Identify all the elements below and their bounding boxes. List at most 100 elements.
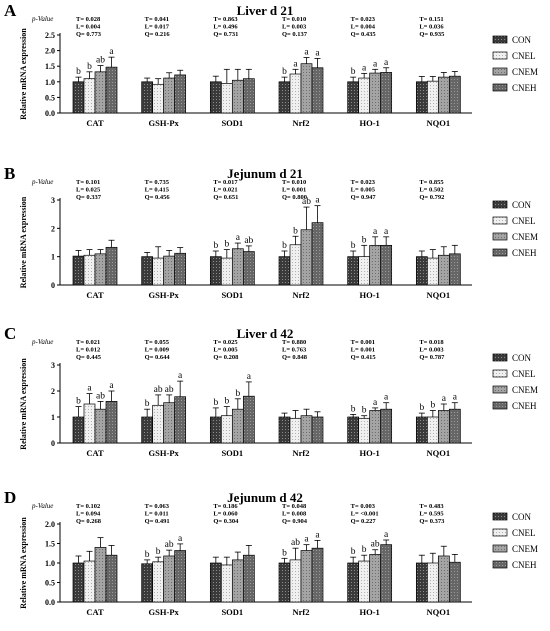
panel-c-stat-4-0: T= 0.001 xyxy=(351,339,375,346)
panel-d-xtick-label-1: GSH-Px xyxy=(149,607,180,617)
panel-a-sig-letter-nrf2-cnel: a xyxy=(293,59,298,69)
panel-c-bar-gsh-px-cneh xyxy=(174,396,187,444)
panel-a-sig-letter-ho-1-cnel: a xyxy=(362,63,367,73)
panel-a-stat-0-1: L= 0.004 xyxy=(76,24,101,31)
panel-d-stat-5-1: L= 0.595 xyxy=(419,511,444,518)
panel-a-sig-letter-cat-cnem: ab xyxy=(96,56,105,66)
panel-d-sig-letter-gsh-px-cneh: a xyxy=(178,534,183,544)
panel-d-stat-4-0: T= 0.003 xyxy=(351,503,376,510)
panel-c-stat-5-1: L= 0.003 xyxy=(419,347,444,354)
panel-d-sig-letter-ho-1-cnel: b xyxy=(362,545,367,555)
panel-c-sig-letter-cat-cneh: a xyxy=(109,381,114,391)
panel-a-stat-4-0: T= 0.023 xyxy=(351,16,376,23)
panel-b-bar-nqo1-cnem xyxy=(437,254,450,286)
panel-a-legend-swatch-con xyxy=(492,35,508,44)
panel-b-bar-nqo1-cneh xyxy=(448,253,461,286)
panel-b-stat-1-2: Q= 0.456 xyxy=(145,194,171,201)
panel-c-bar-gsh-px-cnel xyxy=(152,404,165,444)
panel-a-stat-0-2: Q= 0.773 xyxy=(76,31,102,38)
panel-b-stat-0-2: Q= 0.337 xyxy=(76,194,102,201)
panel-c-bar-nqo1-cnem xyxy=(437,410,450,444)
panel-d-stat-0-2: Q= 0.268 xyxy=(76,518,102,525)
panel-a-xtick-label-0: CAT xyxy=(86,118,104,128)
panel-b-stat-5-2: Q= 0.792 xyxy=(419,194,444,201)
panel-d-stat-1-2: Q= 0.491 xyxy=(145,518,170,525)
panel-b-pvalue-label: p-Value xyxy=(31,178,53,186)
panel-d-bar-gsh-px-con xyxy=(141,563,154,603)
panel-d-legend-label-cnel: CNEL xyxy=(512,528,536,538)
panel-d-ytick-label-3: 1.5 xyxy=(45,540,55,549)
panel-d-bar-sod1-cneh xyxy=(242,554,255,603)
panel-b-sig-letter-sod1-con: b xyxy=(213,241,218,251)
panel-b-sig-letter-ho-1-cneh: a xyxy=(384,227,389,237)
panel-b-xtick-label-3: Nrf2 xyxy=(293,290,310,300)
panel-a-bar-ho-1-cneh xyxy=(380,72,393,114)
panel-c-stat-0-1: L= 0.012 xyxy=(76,347,100,354)
panel-d-title: Jejunum d 42 xyxy=(227,490,303,505)
panel-b-stat-0-0: T= 0.101 xyxy=(76,179,100,186)
panel-d-stat-3-2: Q= 0.904 xyxy=(282,518,308,525)
panel-a-bar-ho-1-con xyxy=(347,81,360,114)
panel-d-stat-5-0: T= 0.483 xyxy=(419,503,444,510)
panel-c-ytick-label-1: 1 xyxy=(51,413,55,422)
panel-a-bar-sod1-cnel xyxy=(220,83,233,114)
panel-c-sig-letter-nqo1-cnem: a xyxy=(442,394,447,404)
panel-c-title: Liver d 42 xyxy=(237,326,294,341)
panel-a-sig-letter-nrf2-con: b xyxy=(282,67,287,77)
panel-a-legend-swatch-cnem xyxy=(492,67,508,76)
panel-c-bar-nqo1-con xyxy=(415,416,428,444)
panel-d-sig-letter-nrf2-cneh: a xyxy=(315,530,320,540)
panel-c-xtick-label-2: SOD1 xyxy=(221,448,243,458)
panel-d-legend-label-cnem: CNEM xyxy=(512,544,538,554)
panel-c-xtick-label-5: NQO1 xyxy=(427,448,451,458)
panel-c-stat-1-1: L= 0.009 xyxy=(145,347,170,354)
panel-d-stat-2-2: Q= 0.304 xyxy=(213,518,239,525)
panel-b-legend-swatch-cnem xyxy=(492,232,508,241)
panel-c-sig-letter-cat-cnel: a xyxy=(87,384,92,394)
panel-a-bar-cat-cnel xyxy=(83,78,96,114)
panel-c-bar-cat-con xyxy=(72,416,85,444)
panel-b-bar-ho-1-cnem xyxy=(369,244,382,286)
panel-b-legend-swatch-con xyxy=(492,200,508,209)
panel-a-sig-letter-cat-cneh: a xyxy=(109,47,114,57)
panel-d-xtick-label-0: CAT xyxy=(86,607,104,617)
panel-d-legend-label-cneh: CNEH xyxy=(512,560,537,570)
panel-b-sig-letter-sod1-cneh: ab xyxy=(244,236,253,246)
panel-a-ytick-label-0: 0.0 xyxy=(45,109,55,118)
panel-d-bar-sod1-con xyxy=(209,562,222,603)
panel-b-title: Jejunum d 21 xyxy=(227,166,303,181)
panel-c-stat-0-2: Q= 0.445 xyxy=(76,354,102,361)
panel-d-stat-1-1: L= 0.011 xyxy=(145,511,169,518)
panel-d-bar-nqo1-cneh xyxy=(448,561,461,603)
panel-c-xtick-label-3: Nrf2 xyxy=(293,448,310,458)
panel-b-bar-nqo1-cnel xyxy=(426,257,439,286)
panel-c-sig-letter-sod1-cnel: b xyxy=(224,397,229,407)
panel-b-stat-2-0: T= 0.017 xyxy=(213,179,238,186)
panel-a-bar-sod1-con xyxy=(209,81,222,114)
panel-c-legend-swatch-cneh xyxy=(492,401,508,410)
panel-c-bar-ho-1-cnel xyxy=(358,417,371,444)
panel-d-sig-letter-gsh-px-con: b xyxy=(145,550,150,560)
panel-c-bar-cat-cnem xyxy=(94,408,107,444)
panel-b-xtick-label-1: GSH-Px xyxy=(149,290,180,300)
panel-b-bar-cat-con xyxy=(72,255,85,286)
panel-b-legend-label-con: CON xyxy=(512,200,532,210)
panel-c-bar-gsh-px-cnem xyxy=(163,402,176,444)
panel-d-letter: D xyxy=(4,488,16,507)
panel-a-bar-nrf2-cnel xyxy=(289,73,302,114)
panel-a-bar-cat-cneh xyxy=(105,66,118,114)
panel-c-sig-letter-nqo1-con: b xyxy=(419,403,424,413)
panel-c-bar-sod1-con xyxy=(209,416,222,444)
panel-c-ytick-label-0: 0 xyxy=(51,439,55,448)
panel-b-bar-ho-1-cneh xyxy=(380,244,393,286)
panel-b-legend-label-cnel: CNEL xyxy=(512,216,536,226)
panel-d-bar-ho-1-cneh xyxy=(380,544,393,603)
panel-b-legend-label-cnem: CNEM xyxy=(512,232,538,242)
panel-d-sig-letter-nrf2-cnem: a xyxy=(304,535,309,545)
panel-a-bar-cat-con xyxy=(72,81,85,114)
panel-c-bar-ho-1-cnem xyxy=(369,410,382,444)
panel-b-bar-gsh-px-con xyxy=(141,256,154,286)
panel-a-legend-swatch-cnel xyxy=(492,51,508,60)
panel-b-stat-2-2: Q= 0.651 xyxy=(213,194,238,201)
